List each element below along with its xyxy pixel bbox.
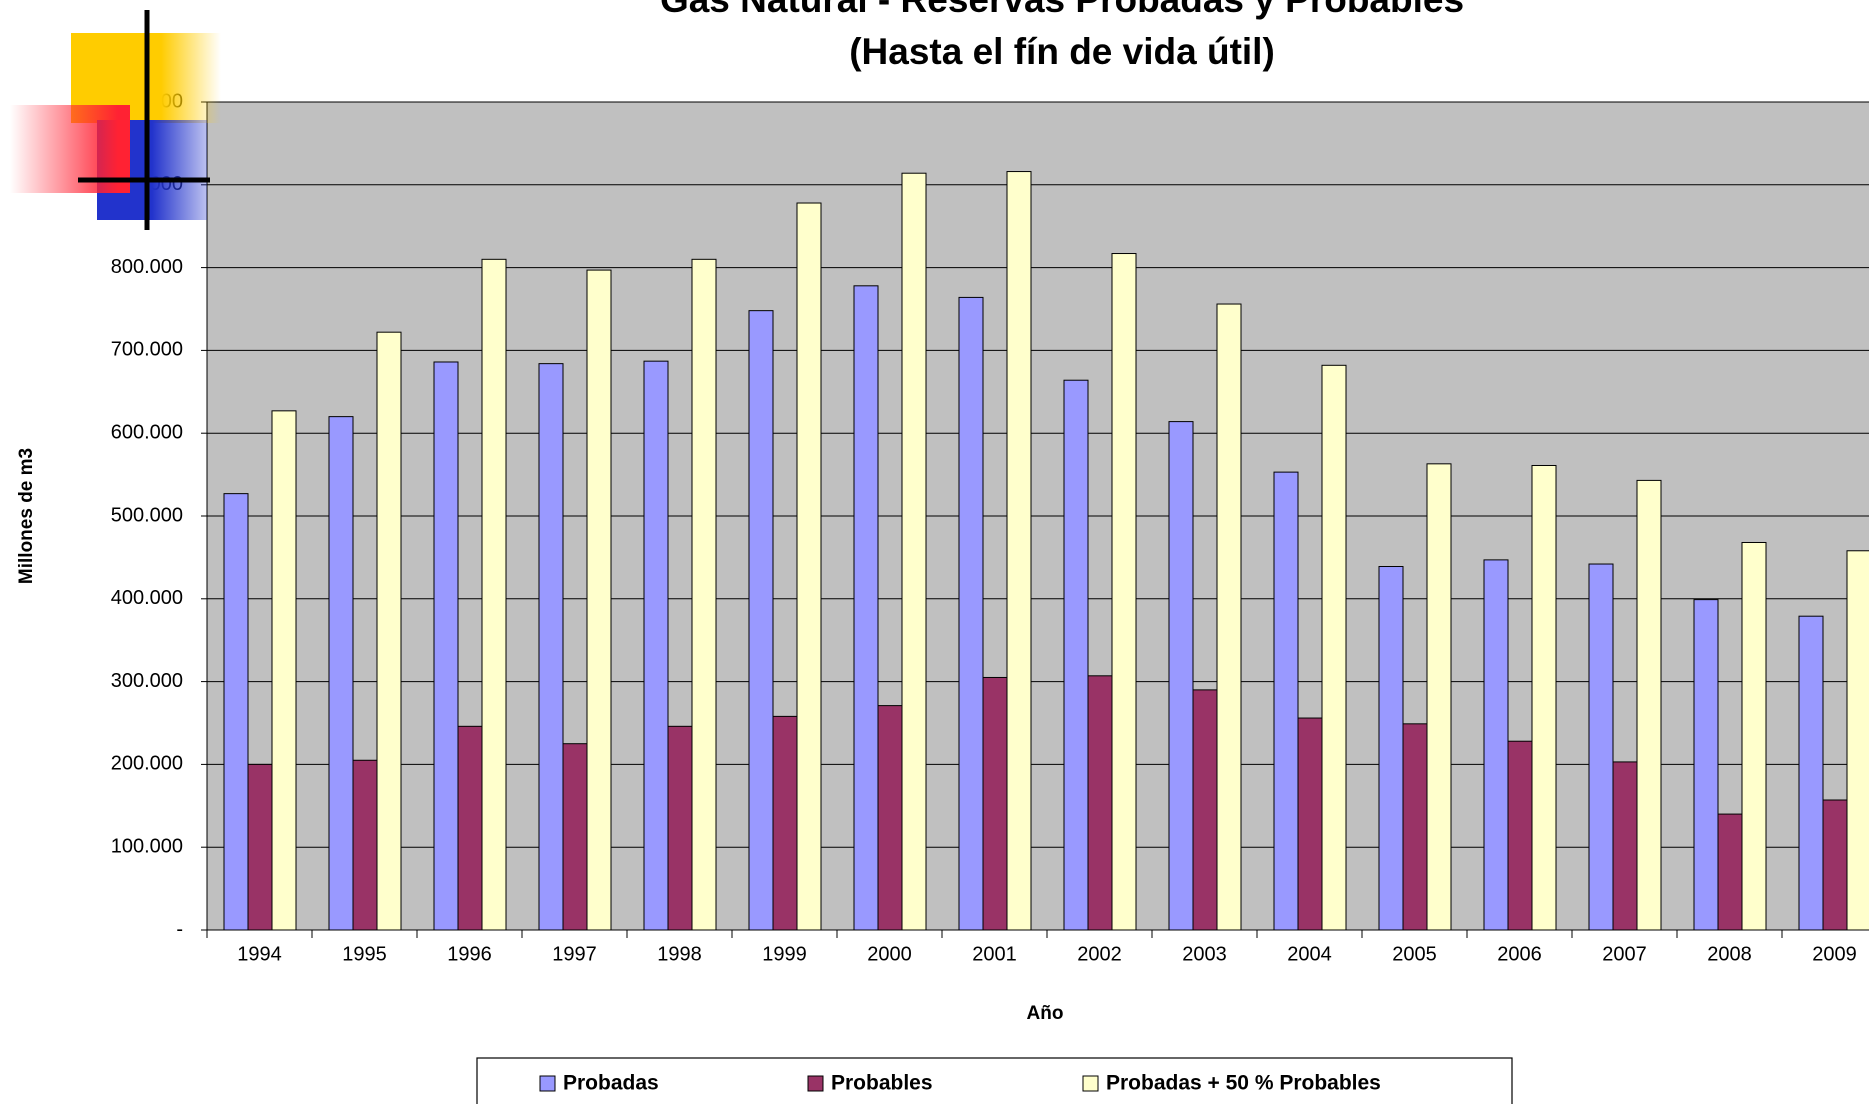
bar	[538, 363, 564, 931]
bar	[796, 202, 822, 931]
y-tick-label: 700.000	[111, 339, 183, 361]
y-tick-label: 600.000	[111, 421, 183, 443]
plot: - 100.000 200.000 300.000 400.000 500.000 600.…	[94, 90, 1869, 965]
x-tick-label: 2002	[1077, 943, 1122, 965]
x-tick-label: 1996	[447, 943, 492, 965]
bar	[877, 705, 903, 931]
bar	[223, 493, 249, 931]
bar	[1087, 675, 1113, 931]
bar	[1741, 541, 1767, 931]
x-tick-label: 1995	[342, 943, 387, 965]
x-tick-label: 1999	[762, 943, 807, 965]
legend-label: Probadas + 50 % Probables	[1106, 1072, 1381, 1095]
bar	[1192, 689, 1218, 931]
bar	[1402, 723, 1428, 931]
bar	[958, 296, 984, 931]
y-tick-label: 200.000	[111, 753, 183, 775]
legend-box	[476, 1057, 1513, 1104]
bar	[1321, 364, 1347, 931]
x-tick-label: 2006	[1497, 943, 1542, 965]
y-tick-label: 100.000	[111, 835, 183, 857]
bar	[481, 258, 507, 931]
bar	[748, 310, 774, 931]
bar	[1798, 615, 1824, 931]
bar	[1168, 421, 1194, 931]
x-tick-label: 2007	[1602, 943, 1647, 965]
x-tick-label: 2000	[867, 943, 912, 965]
bar	[1111, 253, 1137, 931]
bar	[1717, 813, 1743, 931]
bar	[1636, 479, 1662, 931]
bar	[1531, 464, 1557, 931]
y-tick-label: -	[176, 918, 183, 940]
bar	[1507, 740, 1533, 931]
bar	[1378, 566, 1404, 931]
bar	[1822, 799, 1848, 931]
y-tick-label: 400.000	[111, 587, 183, 609]
bar	[271, 410, 297, 931]
legend-label: Probadas	[563, 1072, 659, 1095]
bar	[667, 725, 693, 931]
bar	[376, 331, 402, 931]
bar	[982, 676, 1008, 931]
legend-swatch	[539, 1075, 556, 1092]
bar	[457, 725, 483, 931]
bar	[772, 715, 798, 931]
x-tick-label: 1998	[657, 943, 702, 965]
bar	[586, 269, 612, 931]
x-tick-label: 2005	[1392, 943, 1437, 965]
y-axis-label: Millones de m3	[16, 448, 37, 584]
bar	[1846, 550, 1869, 931]
legend-swatch	[807, 1075, 824, 1092]
y-tick-label: 300.000	[111, 670, 183, 692]
bar	[643, 360, 669, 931]
bar	[1612, 761, 1638, 931]
x-tick-label: 1994	[237, 943, 282, 965]
bar	[433, 361, 459, 931]
x-tick-label: 2009	[1812, 943, 1857, 965]
x-tick-label: 2004	[1287, 943, 1332, 965]
x-tick-label: 1997	[552, 943, 597, 965]
bar	[328, 416, 354, 931]
bar	[1273, 471, 1299, 931]
y-tick-label: 500.000	[111, 504, 183, 526]
legend-swatch	[1082, 1075, 1099, 1092]
chart-subtitle: (Hasta el fín de vida útil)	[849, 31, 1275, 72]
chart-title: Gas Natural - Reservas Probadas y Probab…	[660, 0, 1464, 20]
bar	[901, 172, 927, 931]
y-tick-label: 800.000	[111, 256, 183, 278]
bar	[1693, 599, 1719, 931]
bar	[1483, 559, 1509, 931]
bar	[352, 759, 378, 931]
legend-label: Probables	[831, 1072, 933, 1095]
bar	[1588, 563, 1614, 931]
bar	[691, 258, 717, 931]
bar	[1216, 303, 1242, 931]
bar	[1063, 379, 1089, 931]
bar	[562, 743, 588, 931]
logo	[10, 10, 221, 230]
x-tick-label: 2008	[1707, 943, 1752, 965]
bar	[853, 285, 879, 931]
x-axis-label: Año	[1027, 1003, 1064, 1024]
x-tick-label: 2001	[972, 943, 1017, 965]
bar	[1426, 463, 1452, 931]
bar	[247, 763, 273, 931]
bar	[1006, 171, 1032, 931]
x-tick-label: 2003	[1182, 943, 1227, 965]
bar	[1297, 717, 1323, 931]
